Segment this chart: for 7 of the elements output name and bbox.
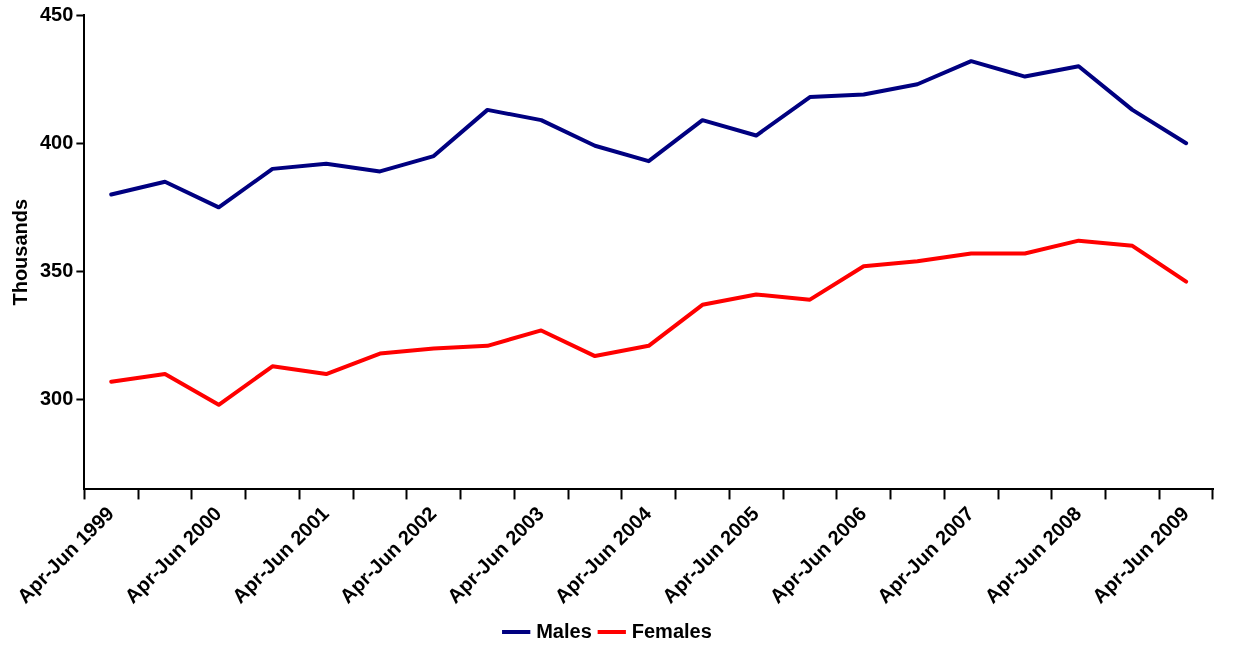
y-tick-label: 400 bbox=[39, 130, 74, 153]
y-tick-label: 350 bbox=[39, 258, 74, 281]
y-tick-label: 300 bbox=[39, 387, 74, 410]
legend-label: Females bbox=[631, 619, 712, 642]
y-tick-label: 450 bbox=[39, 2, 74, 25]
y-axis-title: Thousands bbox=[8, 198, 31, 306]
legend-label: Males bbox=[536, 619, 592, 642]
